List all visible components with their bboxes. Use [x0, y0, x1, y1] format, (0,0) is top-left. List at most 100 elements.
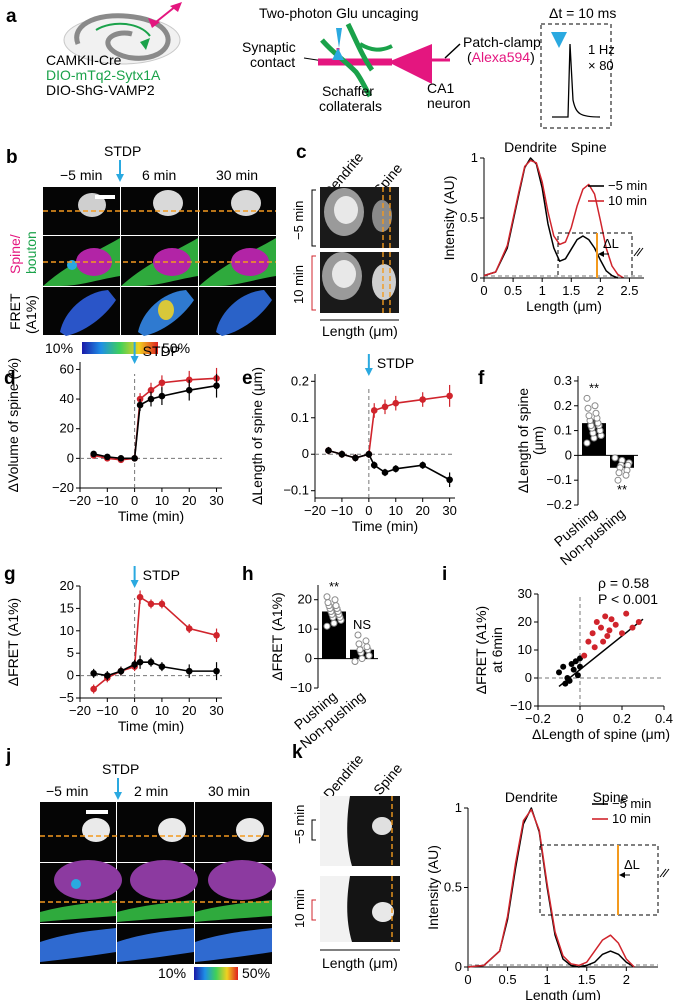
- x-tick-label: 20: [182, 493, 196, 508]
- stdp-arrow-head: [364, 368, 373, 376]
- delta-l-arrowhead: [598, 251, 604, 257]
- freq-label: 1 Hz: [588, 42, 615, 57]
- x-axis-label: Time (min): [118, 718, 184, 734]
- scatter-point-non-pushing: [560, 663, 567, 670]
- axis-break-mark: [659, 868, 667, 878]
- scatter-point-pushing: [593, 619, 600, 625]
- y-tick-label: 40: [60, 391, 74, 406]
- x-tick-label: 1: [539, 283, 546, 298]
- y-tick-label: 20: [518, 614, 532, 629]
- data-point: [90, 685, 97, 693]
- x-tick-label: −10: [331, 503, 353, 518]
- delta-l-box: [539, 844, 659, 916]
- x-tick-label: 0.5: [504, 283, 522, 298]
- delta-l-arrowhead: [619, 872, 625, 878]
- scatter-point: [614, 476, 622, 484]
- k-dendrite-label: Dendrite: [320, 751, 366, 802]
- data-point: [446, 392, 453, 400]
- stdp-arrow-head: [130, 580, 139, 588]
- series-line-non-pushing: [328, 449, 450, 481]
- data-point: [325, 447, 332, 454]
- spine-channel-label: Spine/: [7, 234, 23, 274]
- x-tick-label: −20: [69, 493, 91, 508]
- chart-f: −0.2 −0.1 0 0.1 0.2 0.3 ΔLength of spine (μm) **…: [515, 373, 638, 568]
- scatter-point: [332, 602, 340, 610]
- x-tick-label: 0: [480, 283, 487, 298]
- stdp-title: STDP: [143, 567, 180, 583]
- panel-a-label: a: [6, 6, 17, 27]
- scatter-point: [622, 471, 630, 479]
- scatter-point: [363, 643, 371, 651]
- cb-max-j: 50%: [242, 965, 270, 981]
- y-tick-label: 20: [60, 578, 74, 593]
- x-tick-label: 1.5: [578, 972, 596, 987]
- dye-label: (Alexa594): [467, 49, 535, 65]
- data-point: [158, 600, 166, 608]
- data-point: [352, 454, 359, 462]
- y-tick-label: −0.1: [546, 472, 572, 487]
- data-point: [158, 663, 166, 670]
- fret-channel-label-2: (A1%): [23, 295, 39, 334]
- y-axis-label: ΔLength of spine (μm): [249, 367, 265, 505]
- scatter-point-non-pushing: [570, 666, 577, 673]
- data-point: [158, 379, 166, 387]
- y-tick-label: 0.3: [554, 373, 572, 388]
- scatter-point-non-pushing: [566, 677, 573, 684]
- y-tick-label: 30: [518, 586, 532, 601]
- y-axis-label: Intensity (AU): [425, 845, 441, 930]
- b-time-3: 30 min: [216, 167, 258, 183]
- series-line-pushing: [93, 595, 217, 690]
- scatter-point: [365, 652, 373, 660]
- y-tick-label: 0.5: [460, 210, 478, 225]
- p-annotation: P < 0.001: [598, 591, 658, 607]
- scatter-point-pushing: [604, 633, 611, 639]
- data-point: [104, 672, 111, 679]
- k-length-label: Length (μm): [322, 955, 398, 971]
- x-tick-label: 30: [209, 703, 223, 718]
- panel-j: j STDP −5 min 2 min 30 min: [5, 746, 276, 981]
- rho-annotation: ρ = 0.58: [598, 575, 649, 591]
- c-row1-label: −5 min: [291, 201, 306, 240]
- c-row2-label: 10 min: [291, 265, 306, 304]
- data-point: [136, 593, 144, 601]
- stdp-arrow-head: [130, 356, 139, 364]
- data-point: [147, 600, 155, 608]
- panel-k-label: k: [292, 742, 303, 763]
- scatter-point: [323, 593, 331, 601]
- contact-label: contact: [250, 54, 295, 70]
- data-point: [392, 399, 400, 407]
- data-point: [381, 403, 389, 411]
- scatter-point: [331, 596, 339, 604]
- scatter-point-pushing: [608, 616, 615, 623]
- colorbar-j: [194, 967, 238, 980]
- data-point: [131, 455, 138, 462]
- scatter-point: [351, 658, 359, 666]
- legend-label: −5 min: [608, 178, 647, 193]
- data-point: [90, 670, 97, 677]
- b-time-1: −5 min: [60, 167, 102, 183]
- bouton-channel-label: bouton: [23, 231, 39, 274]
- y-tick-label: 0.1: [291, 410, 309, 425]
- y-tick-label: 0.5: [444, 880, 462, 895]
- panel-k-images: k Dendrite Spine −5 min 10 min Length (μ…: [292, 742, 405, 971]
- x-tick-label: 2: [623, 972, 630, 987]
- x-tick-label: −10: [96, 493, 118, 508]
- scatter-point: [356, 646, 364, 654]
- scatter-point: [330, 619, 338, 627]
- scatter-point: [584, 404, 592, 412]
- scatter-point: [323, 622, 331, 630]
- y-tick-label: 10: [518, 642, 532, 657]
- c-length-label: Length (μm): [322, 323, 398, 339]
- k-spine-label: Spine: [370, 760, 405, 798]
- chart-g: −5 0 5 10 15 20 −20 −10 0 10 20 30 Time (min) ΔFRET (…: [5, 566, 224, 734]
- panel-f-label: f: [478, 368, 485, 389]
- y-axis-label: Intensity (AU): [441, 176, 457, 261]
- cb-min-j: 10%: [158, 965, 186, 981]
- delta-l-box: [557, 232, 633, 279]
- y-tick-label: 0: [471, 270, 478, 285]
- data-point: [136, 401, 144, 409]
- ca1-neuron-schematic: [318, 22, 461, 98]
- scatter-point-pushing: [589, 630, 596, 637]
- y-tick-label: 0.1: [554, 423, 572, 438]
